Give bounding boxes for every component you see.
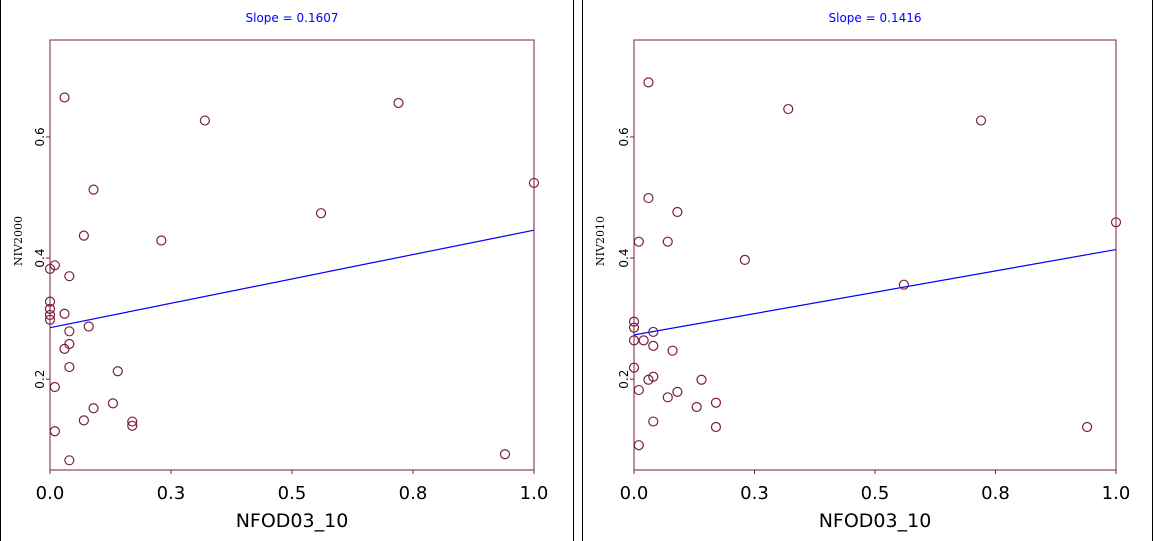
data-point	[64, 455, 75, 466]
chart-panel-left: Slope = 0.1607 0.0 0.3 0.5 0.8 1.0 0.2 0.4 0.6 NF…	[0, 0, 574, 541]
data-point	[78, 230, 89, 241]
data-point	[59, 343, 70, 354]
data-point	[393, 97, 404, 109]
data-point	[64, 338, 75, 350]
x-tick-label: 0.0	[36, 483, 65, 504]
data-point	[59, 92, 70, 103]
plot-frame	[49, 39, 535, 471]
x-axis-title: NFOD03_10	[236, 510, 349, 532]
data-point	[44, 263, 56, 275]
data-point	[44, 296, 56, 307]
data-point	[643, 374, 654, 385]
data-point	[662, 392, 673, 403]
data-point	[49, 381, 60, 393]
data-point	[710, 397, 722, 408]
scatter-chart-niv2010: Slope = 0.1416 0.0 0.3 0.5 0.8 1.0 0.2 0.4 0.6 NF…	[594, 11, 1131, 532]
panel-divider	[574, 0, 582, 541]
chart-title: Slope = 0.1607	[246, 11, 339, 25]
data-point	[628, 322, 640, 333]
data-point	[64, 271, 75, 282]
data-point	[898, 279, 910, 290]
data-point	[628, 362, 640, 373]
x-tick-label: 0.5	[861, 483, 890, 504]
y-tick-label: 0.6	[617, 127, 631, 146]
y-axis-title: NIV2000	[12, 216, 25, 266]
x-tick-label: 0.3	[740, 483, 769, 504]
data-point	[107, 398, 119, 409]
data-point	[628, 335, 640, 346]
x-tick-label: 1.0	[520, 483, 549, 504]
data-point	[691, 401, 702, 413]
y-tick-label: 0.4	[617, 248, 631, 267]
data-point	[633, 384, 644, 396]
data-point	[1110, 217, 1122, 228]
data-point	[44, 314, 56, 325]
data-point	[643, 77, 654, 88]
data-point	[672, 206, 683, 218]
data-point	[739, 254, 750, 265]
data-point	[44, 303, 56, 315]
chart-panel-right: Slope = 0.1416 0.0 0.3 0.5 0.8 1.0 0.2 0.4 0.6 NF…	[582, 0, 1153, 541]
data-point	[696, 374, 707, 385]
data-point	[662, 236, 673, 247]
data-point	[83, 321, 94, 332]
plot-frame	[633, 39, 1117, 471]
data-point	[628, 316, 640, 327]
data-point	[49, 426, 60, 437]
data-point	[127, 420, 138, 431]
data-point	[59, 308, 70, 319]
chart-title: Slope = 0.1416	[829, 11, 922, 25]
data-point	[127, 416, 138, 427]
data-point	[648, 326, 659, 338]
data-point	[672, 386, 683, 397]
data-point	[64, 326, 75, 337]
scatter-chart-niv2000: Slope = 0.1607 0.0 0.3 0.5 0.8 1.0 0.2 0.4 0.6 NF…	[12, 11, 549, 532]
y-tick-label: 0.6	[33, 127, 47, 146]
data-point	[88, 184, 99, 195]
y-tick-label: 0.2	[617, 370, 631, 389]
data-point	[315, 208, 327, 219]
x-tick-label: 0.5	[278, 483, 307, 504]
y-tick-label: 0.4	[33, 248, 47, 267]
data-point	[499, 449, 511, 460]
data-point	[648, 340, 659, 351]
data-point	[78, 415, 89, 426]
x-tick-label: 0.8	[399, 483, 428, 504]
data-point	[633, 236, 644, 247]
data-point	[156, 235, 167, 246]
regression-line	[633, 248, 1117, 336]
data-point	[667, 345, 678, 356]
x-tick-label: 0.3	[157, 483, 186, 504]
data-point	[638, 335, 649, 346]
data-point	[633, 440, 644, 451]
x-tick-label: 0.0	[620, 483, 649, 504]
data-point	[783, 103, 794, 115]
regression-line	[49, 229, 535, 329]
y-tick-label: 0.2	[33, 370, 47, 389]
data-point	[975, 115, 987, 126]
data-point	[64, 361, 75, 373]
data-point	[1081, 421, 1093, 433]
data-point	[528, 177, 540, 189]
data-point	[199, 115, 210, 126]
y-axis-title: NIV2010	[594, 216, 607, 266]
data-point	[648, 416, 659, 427]
x-tick-label: 1.0	[1102, 483, 1131, 504]
data-point	[44, 309, 56, 321]
x-tick-label: 0.8	[981, 483, 1010, 504]
x-axis-title: NFOD03_10	[819, 510, 932, 532]
data-point	[710, 421, 722, 433]
data-point	[88, 403, 99, 414]
data-point	[643, 192, 654, 204]
data-point	[112, 366, 123, 377]
